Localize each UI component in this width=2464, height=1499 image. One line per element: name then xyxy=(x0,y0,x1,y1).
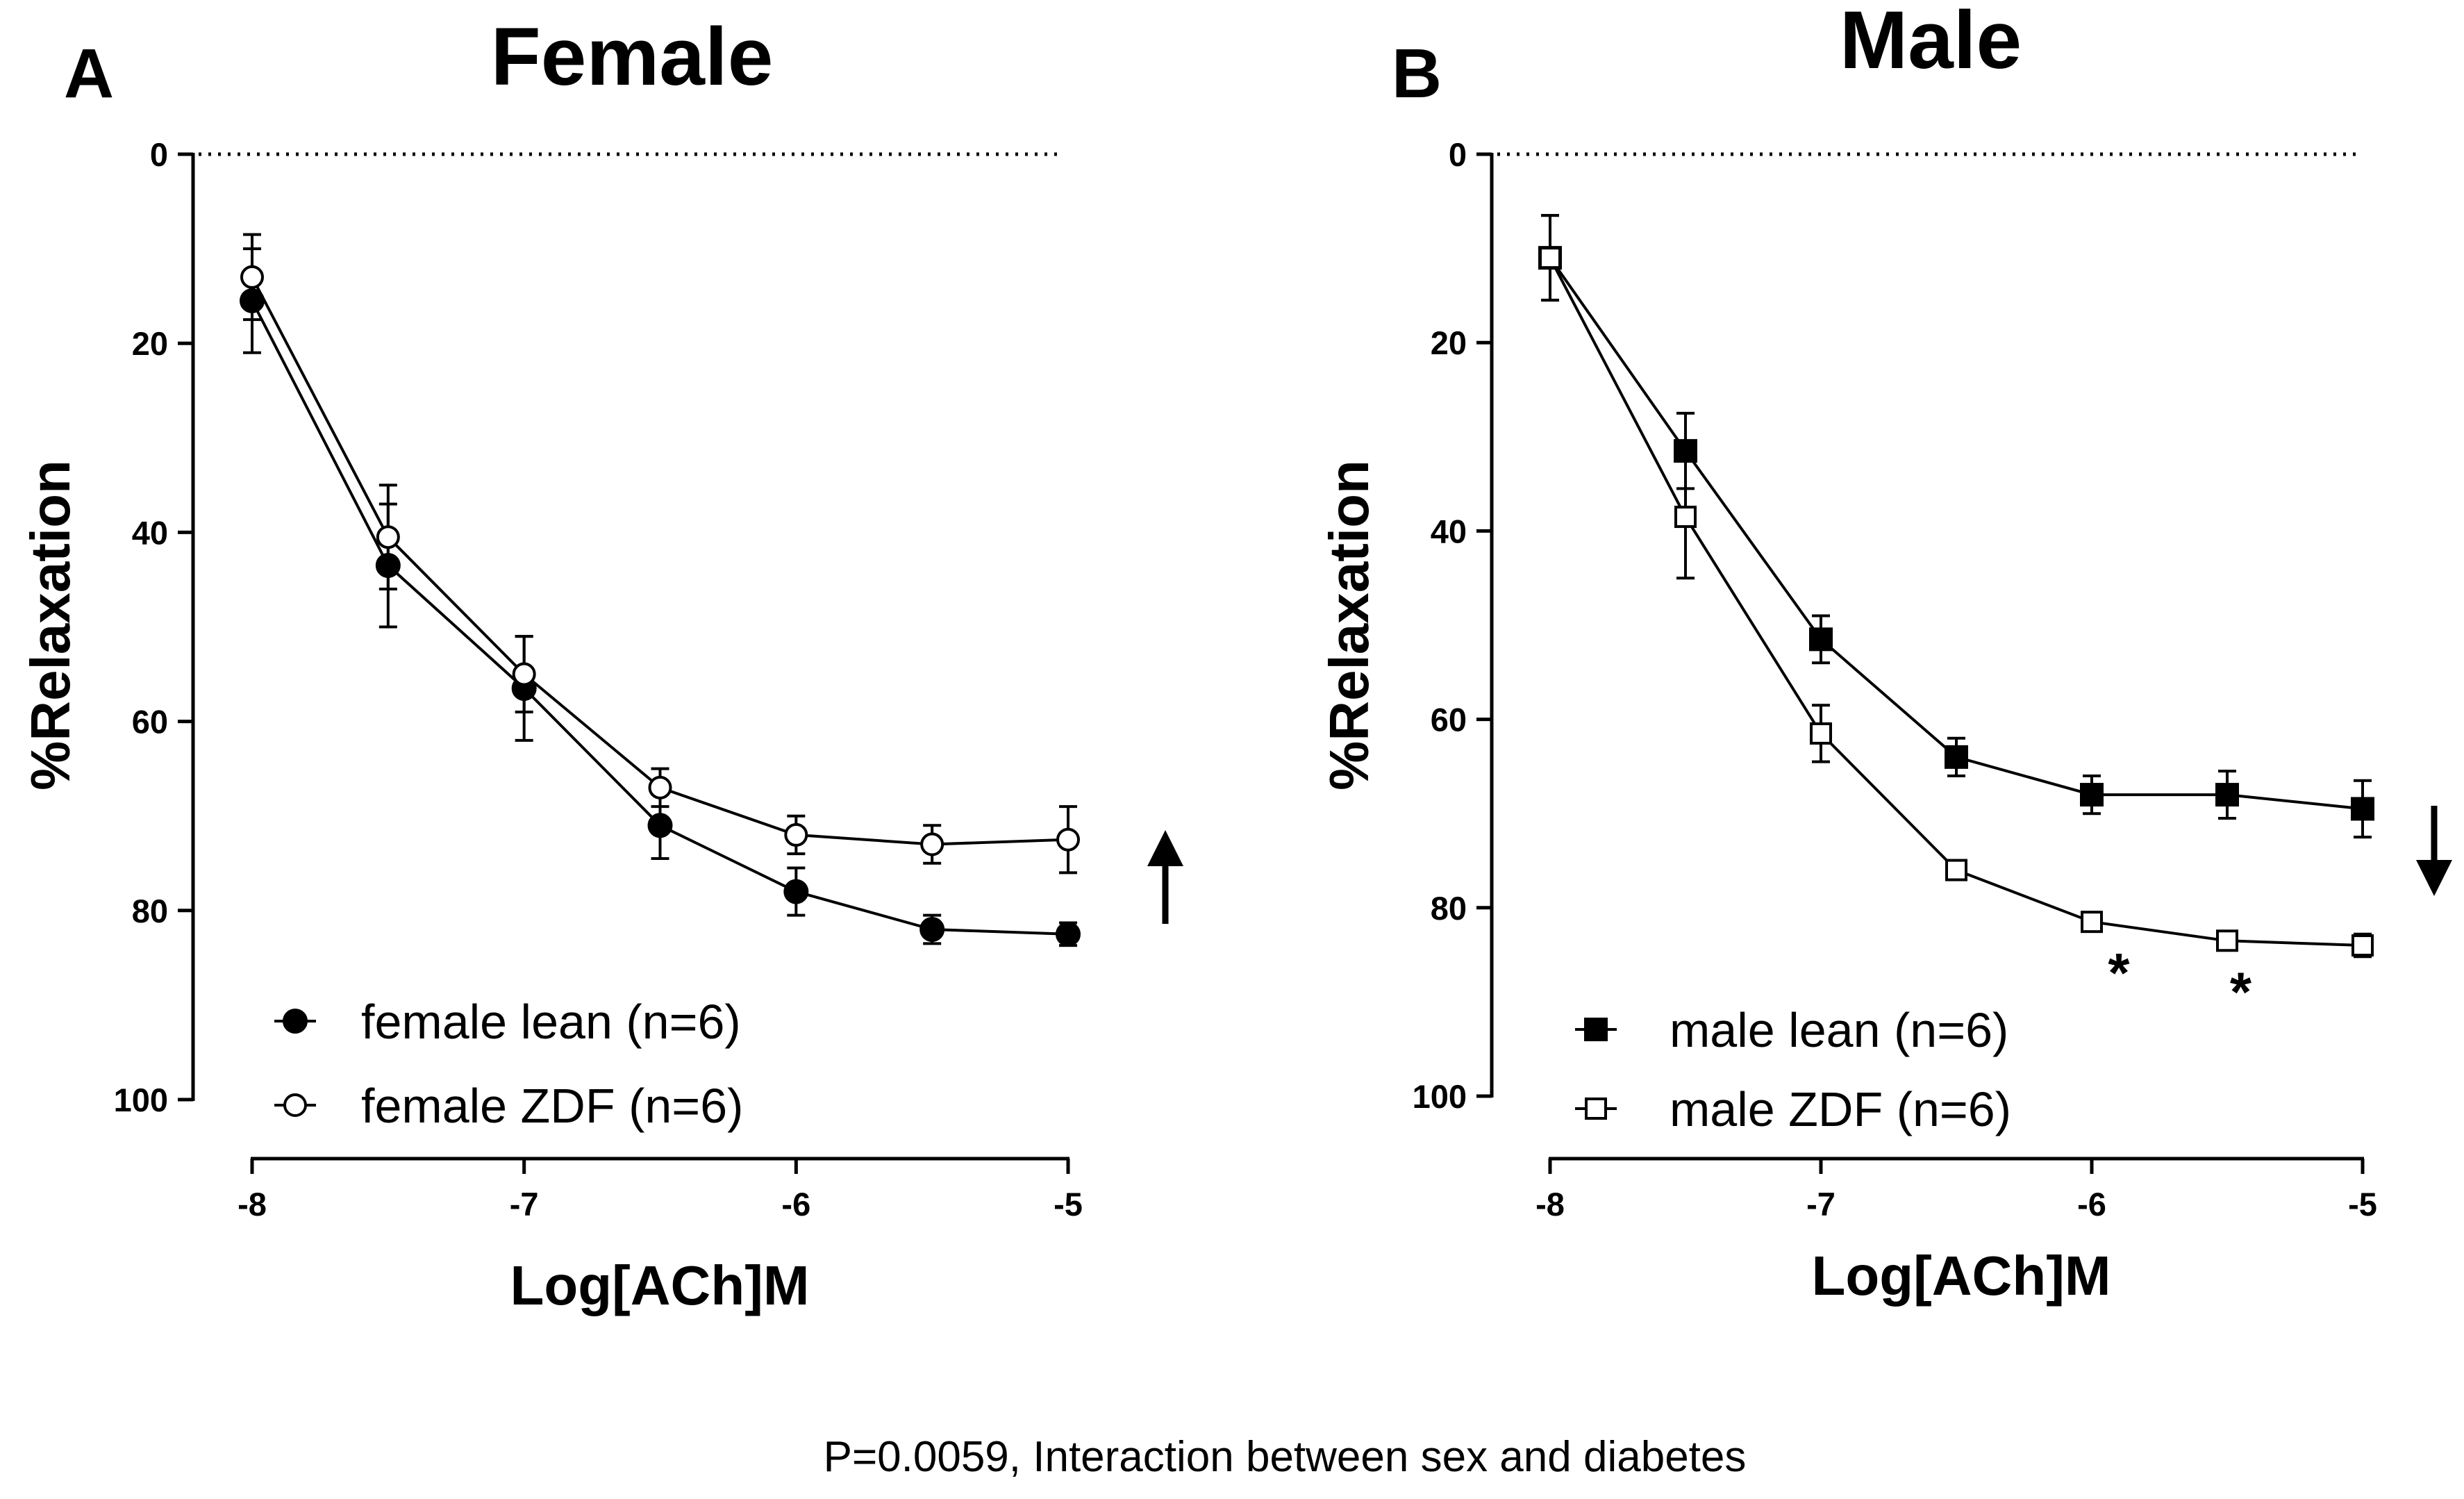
female-y-tick-label: 0 xyxy=(150,136,168,173)
male-x-axis-title: Log[ACh]M xyxy=(1812,1245,2111,1307)
female-data-point xyxy=(648,775,672,800)
male-series-2 xyxy=(1539,214,2374,959)
female-data-point xyxy=(240,265,264,289)
male-data-point xyxy=(1945,859,1967,881)
female-legend-marker xyxy=(283,1093,307,1117)
female-x-tick-label: -8 xyxy=(238,1186,267,1223)
female-data-point xyxy=(1056,827,1080,852)
male-legend-marker xyxy=(1585,1098,1607,1120)
male-data-point xyxy=(1945,745,1968,769)
male-y-tick-label: 0 xyxy=(1449,136,1467,173)
panel-male: B Male 0 20 40 60 80 100 -8 -7 -6 -5 Log[ACh]M %Relax… xyxy=(1318,0,2452,1307)
female-legend-label: female lean (n=6) xyxy=(361,995,741,1049)
female-data-point xyxy=(376,525,400,549)
female-y-tick-label: 40 xyxy=(132,514,168,551)
male-x-tick-label: -5 xyxy=(2348,1186,2377,1223)
male-significance-mark: * xyxy=(2230,961,2252,1022)
female-y-tick-label: 100 xyxy=(114,1082,168,1118)
male-series-line xyxy=(1549,257,2363,947)
female-y-tick-label: 80 xyxy=(132,893,168,929)
female-series-line xyxy=(251,276,1069,846)
panel-female: A Female 0 20 40 60 80 100 -8 -7 -6 -5 Log[ACh]M %Rel… xyxy=(19,11,1183,1316)
female-y-tick-label: 20 xyxy=(132,325,168,362)
male-data-point xyxy=(2351,797,2374,821)
female-x-axis-title: Log[ACh]M xyxy=(510,1254,810,1316)
female-series-2 xyxy=(240,233,1080,875)
male-data-point xyxy=(2215,783,2239,807)
female-data-point xyxy=(1056,921,1081,947)
female-data-point xyxy=(919,917,945,943)
female-chart-title: Female xyxy=(491,11,774,103)
male-y-tick-label: 40 xyxy=(1431,513,1467,549)
male-data-point xyxy=(2216,929,2238,952)
male-trend-arrow-icon xyxy=(2416,806,2452,896)
male-chart-title: Male xyxy=(1840,0,2022,86)
female-x-tick-label: -5 xyxy=(1054,1186,1083,1223)
male-data-point xyxy=(2081,911,2103,934)
male-data-point xyxy=(1674,506,1697,529)
female-legend-label: female ZDF (n=6) xyxy=(361,1079,743,1133)
male-y-tick-label: 100 xyxy=(1413,1078,1467,1115)
female-trend-arrow-icon xyxy=(1147,830,1183,924)
female-legend-marker xyxy=(283,1009,308,1034)
male-y-tick-label: 60 xyxy=(1431,702,1467,738)
male-legend-label: male ZDF (n=6) xyxy=(1670,1082,2011,1136)
male-data-point xyxy=(1809,627,1833,652)
footnote: P=0.0059, Interaction between sex and di… xyxy=(824,1433,1747,1481)
male-arrow-head xyxy=(2416,860,2452,896)
female-x-tick-label: -6 xyxy=(781,1186,810,1223)
male-y-tick-label: 20 xyxy=(1431,324,1467,361)
male-panel-letter: B xyxy=(1392,35,1442,113)
male-significance-mark: * xyxy=(2108,942,2130,1004)
female-data-point xyxy=(647,813,673,838)
female-arrow-head xyxy=(1147,830,1183,866)
male-x-tick-label: -8 xyxy=(1535,1186,1565,1223)
female-y-tick-label: 60 xyxy=(132,704,168,740)
female-data-point xyxy=(920,832,944,856)
female-y-axis-title: %Relaxation xyxy=(19,460,81,790)
male-data-point xyxy=(2351,934,2374,957)
female-x-tick-label: -7 xyxy=(510,1186,539,1223)
female-data-point xyxy=(784,822,808,847)
male-data-point xyxy=(1810,722,1832,745)
female-data-point xyxy=(783,879,809,904)
female-data-point xyxy=(512,662,536,686)
female-panel-letter: A xyxy=(64,35,114,113)
female-legend: female lean (n=6) female ZDF (n=6) xyxy=(274,995,743,1133)
male-series-line xyxy=(1549,257,2363,811)
female-series-1 xyxy=(240,247,1081,947)
male-data-point xyxy=(1539,247,1561,270)
male-x-tick-label: -7 xyxy=(1806,1186,1835,1223)
male-legend-label: male lean (n=6) xyxy=(1670,1003,2008,1057)
male-data-point xyxy=(2080,783,2104,807)
male-y-tick-label: 80 xyxy=(1431,890,1467,927)
male-y-axis-title: %Relaxation xyxy=(1318,460,1380,790)
male-legend-marker xyxy=(1584,1018,1608,1041)
male-series-1 xyxy=(1538,214,2374,839)
male-legend: male lean (n=6) male ZDF (n=6) xyxy=(1575,1003,2011,1136)
male-x-tick-label: -6 xyxy=(2077,1186,2106,1223)
